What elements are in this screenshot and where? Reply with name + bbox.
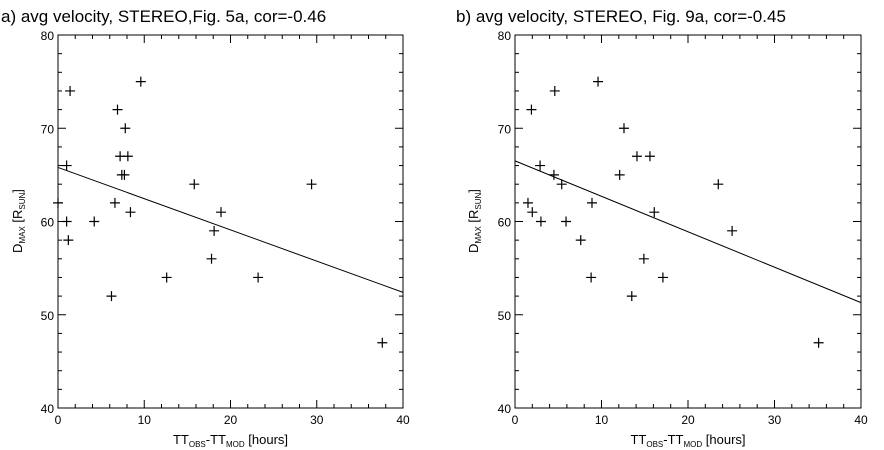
data-point bbox=[253, 272, 263, 282]
y-tick-label: 60 bbox=[41, 216, 55, 230]
data-point bbox=[63, 235, 73, 245]
y-tick-label: 40 bbox=[498, 402, 512, 416]
data-point bbox=[53, 198, 63, 208]
data-point bbox=[377, 338, 387, 348]
data-point bbox=[561, 217, 571, 227]
data-point bbox=[125, 207, 135, 217]
data-point bbox=[535, 161, 545, 171]
y-tick-label: 80 bbox=[498, 29, 512, 43]
x-tick-label: 10 bbox=[595, 413, 609, 427]
data-point bbox=[619, 123, 629, 133]
data-point bbox=[106, 291, 116, 301]
panel-b-y-axis-label: DMAX [RSUN] bbox=[466, 189, 483, 253]
y-tick-label: 70 bbox=[498, 122, 512, 136]
panel-a-fit-line bbox=[58, 167, 403, 292]
x-tick-label: 30 bbox=[768, 413, 782, 427]
data-point bbox=[593, 77, 603, 87]
data-point bbox=[527, 207, 537, 217]
panel-b-fit-line bbox=[515, 161, 861, 303]
data-point bbox=[557, 179, 567, 189]
data-point bbox=[649, 207, 659, 217]
y-tick-label: 50 bbox=[41, 309, 55, 323]
panel-b-x-axis-label: TTOBS-TTMOD [hours] bbox=[630, 432, 745, 449]
y-tick-label: 60 bbox=[498, 216, 512, 230]
panel-b: b) avg velocity, STEREO, Fig. 9a, cor=-0… bbox=[456, 7, 868, 449]
x-tick-label: 30 bbox=[310, 413, 324, 427]
x-tick-label: 0 bbox=[512, 413, 519, 427]
y-tick-label: 40 bbox=[41, 402, 55, 416]
panel-a-y-axis-label: DMAX [RSUN] bbox=[10, 189, 27, 253]
data-point bbox=[632, 151, 642, 161]
y-tick-label: 70 bbox=[41, 122, 55, 136]
data-point bbox=[713, 179, 723, 189]
panel-a-points bbox=[53, 77, 387, 348]
panel-b-title: b) avg velocity, STEREO, Fig. 9a, cor=-0… bbox=[456, 7, 786, 26]
data-point bbox=[62, 217, 72, 227]
x-tick-label: 20 bbox=[224, 413, 238, 427]
x-tick-label: 40 bbox=[854, 413, 868, 427]
data-point bbox=[526, 105, 536, 115]
data-point bbox=[119, 170, 129, 180]
x-tick-label: 20 bbox=[681, 413, 695, 427]
data-point bbox=[216, 207, 226, 217]
x-tick-label: 40 bbox=[396, 413, 410, 427]
panel-a: a) avg velocity, STEREO,Fig. 5a, cor=-0.… bbox=[1, 7, 410, 449]
data-point bbox=[65, 86, 75, 96]
data-point bbox=[307, 179, 317, 189]
data-point bbox=[136, 77, 146, 87]
data-point bbox=[627, 291, 637, 301]
x-tick-label: 0 bbox=[55, 413, 62, 427]
data-point bbox=[586, 272, 596, 282]
data-point bbox=[189, 179, 199, 189]
data-point bbox=[113, 105, 123, 115]
y-tick-label: 50 bbox=[498, 309, 512, 323]
panel-b-tick-labels: 0 10 20 30 40 40 50 60 70 80 bbox=[498, 29, 868, 427]
data-point bbox=[110, 198, 120, 208]
data-point bbox=[536, 217, 546, 227]
data-point bbox=[123, 151, 133, 161]
panel-a-x-axis-label: TTOBS-TTMOD [hours] bbox=[173, 432, 288, 449]
y-tick-label: 80 bbox=[41, 29, 55, 43]
data-point bbox=[645, 151, 655, 161]
x-tick-label: 10 bbox=[138, 413, 152, 427]
data-point bbox=[89, 217, 99, 227]
data-point bbox=[639, 254, 649, 264]
data-point bbox=[587, 198, 597, 208]
data-point bbox=[615, 170, 625, 180]
panel-b-points bbox=[523, 77, 824, 348]
data-point bbox=[727, 226, 737, 236]
data-point bbox=[207, 254, 217, 264]
data-point bbox=[523, 198, 533, 208]
data-point bbox=[120, 123, 130, 133]
panel-a-ticks bbox=[58, 35, 403, 408]
panel-a-title: a) avg velocity, STEREO,Fig. 5a, cor=-0.… bbox=[1, 7, 326, 26]
data-point bbox=[209, 226, 219, 236]
data-point bbox=[162, 272, 172, 282]
data-point bbox=[550, 86, 560, 96]
data-point bbox=[658, 272, 668, 282]
panel-a-plot-frame bbox=[58, 35, 403, 408]
data-point bbox=[814, 338, 824, 348]
data-point bbox=[576, 235, 586, 245]
